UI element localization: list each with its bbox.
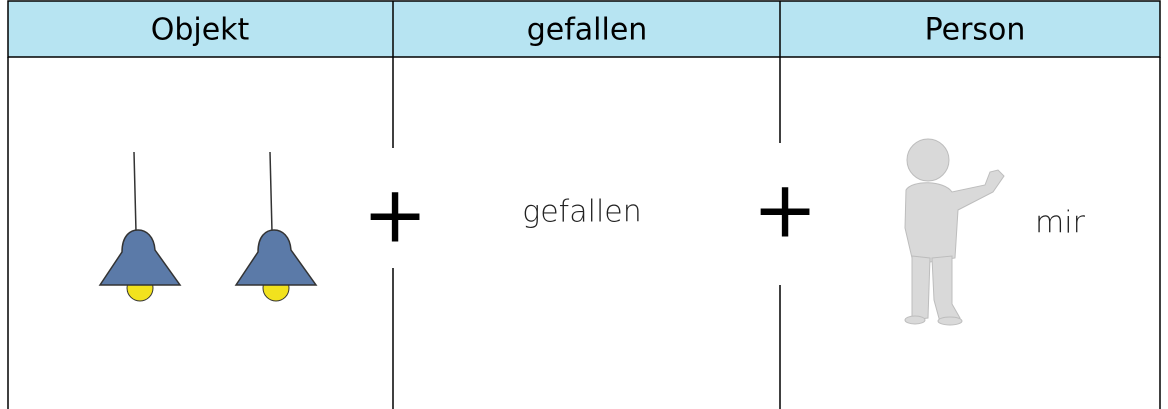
header-cell: Objekt xyxy=(151,13,250,48)
header-cell: gefallen xyxy=(527,13,648,48)
pronoun-text: mir xyxy=(1035,206,1086,241)
header-row xyxy=(7,0,1161,58)
person-figure xyxy=(904,138,1005,326)
plus-sign: + xyxy=(752,165,817,255)
cell-borders xyxy=(7,57,1161,409)
header-cell: Person xyxy=(925,13,1026,48)
verb-text: gefallen xyxy=(522,195,642,230)
lamp xyxy=(98,151,182,302)
lamp xyxy=(234,151,318,302)
plus-sign: + xyxy=(362,170,427,260)
